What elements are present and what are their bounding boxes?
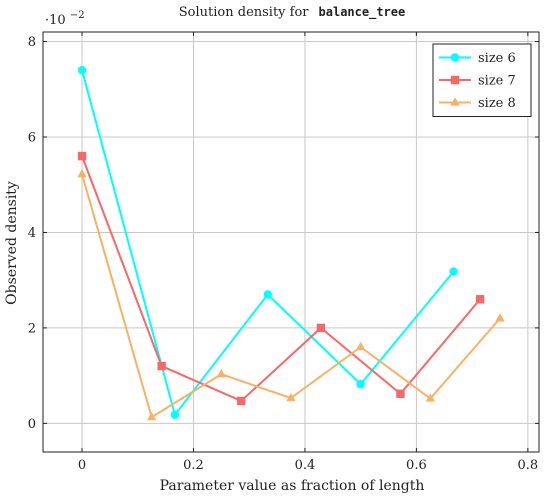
- series-size-8-point: [495, 313, 505, 322]
- x-tick-label: 0.6: [406, 458, 427, 473]
- series-size-6-point: [263, 290, 272, 299]
- series-size-8-point: [425, 393, 436, 402]
- y-scale-note-base: ·10: [45, 13, 66, 28]
- legend-item-size-6-marker: [450, 53, 460, 62]
- series-size-6-point: [170, 410, 180, 419]
- series-size-8-point: [77, 169, 87, 178]
- y-scale-note: ·10 −2: [45, 10, 85, 28]
- series-size-8: [77, 169, 505, 421]
- y-tick-label: 6: [28, 131, 36, 146]
- legend-item-size-8-marker: [450, 97, 460, 106]
- y-scale-note-exp: −2: [70, 10, 85, 21]
- series-size-6-point: [77, 65, 87, 75]
- y-axis-label: Observed density: [4, 181, 20, 305]
- y-tick-label: 0: [28, 417, 36, 432]
- x-tick-label: 0.2: [183, 458, 204, 473]
- y-tick-label: 8: [28, 35, 36, 50]
- x-tick-label: 0: [78, 458, 86, 473]
- x-tick-label: 0.4: [295, 458, 316, 473]
- series-size-7-point: [157, 361, 166, 371]
- chart-title-code: balance_tree: [319, 5, 406, 20]
- ticks: 0 0.2 0.4 0.6 0.8 0 2 4 6 8: [28, 32, 539, 473]
- series-size-8-line: [81, 173, 501, 419]
- series-size-6: [77, 65, 458, 419]
- series-size-6-point: [356, 380, 365, 389]
- series-size-7-line: [81, 155, 481, 402]
- x-tick-label: 0.8: [518, 458, 539, 473]
- y-tick-label: 2: [28, 321, 36, 336]
- series-size-7-point: [396, 389, 405, 398]
- y-tick-label: 4: [28, 226, 36, 241]
- series-size-7-point: [237, 396, 246, 406]
- chart-title: Solution density for balance_tree: [179, 3, 405, 20]
- chart-title-prefix: Solution density for: [179, 5, 310, 20]
- series-size-8-point: [216, 369, 227, 378]
- series-size-6-point: [449, 267, 458, 276]
- legend-item-size-7-marker: [450, 75, 460, 85]
- x-axis-label: Parameter value as fraction of length: [160, 478, 425, 494]
- legend-item-size-8-label: size 8: [478, 96, 516, 111]
- legend-item-size-6-label: size 6: [478, 51, 516, 66]
- series-size-8-point: [355, 341, 366, 351]
- legend-item-size-7-label: size 7: [478, 74, 516, 89]
- plot-frame: [42, 31, 540, 453]
- series-size-7-point: [316, 323, 326, 333]
- series-size-8-point: [286, 392, 296, 402]
- series-size-6-line: [81, 69, 455, 416]
- series-size-7-point: [475, 295, 485, 304]
- series-size-7-point: [77, 151, 87, 161]
- legend: size 6 size 7 size 8: [432, 43, 532, 117]
- series-size-7: [77, 151, 485, 406]
- series-size-8-point: [146, 411, 157, 421]
- series-layer: [77, 65, 505, 421]
